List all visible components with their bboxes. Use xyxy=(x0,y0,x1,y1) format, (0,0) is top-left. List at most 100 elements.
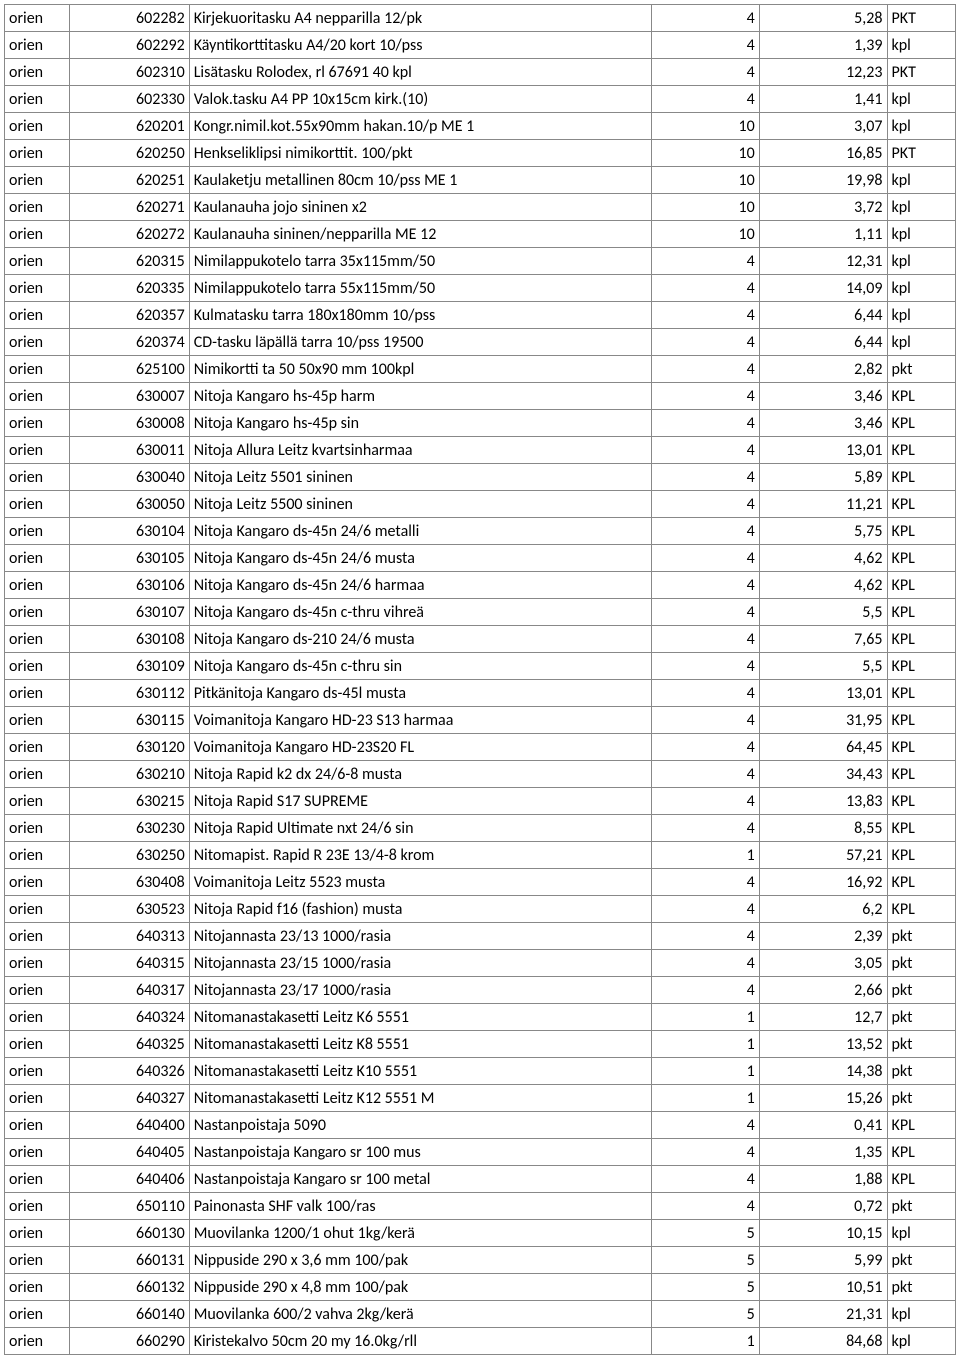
code-cell: 640405 xyxy=(69,1139,189,1166)
unit-cell: kpl xyxy=(887,221,956,248)
code-cell: 630104 xyxy=(69,518,189,545)
table-row: orien640315Nitojannasta 23/15 1000/rasia… xyxy=(5,950,956,977)
code-cell: 630007 xyxy=(69,383,189,410)
unit-cell: kpl xyxy=(887,248,956,275)
table-row: orien640324Nitomanastakasetti Leitz K6 5… xyxy=(5,1004,956,1031)
category-cell: orien xyxy=(5,572,70,599)
code-cell: 640317 xyxy=(69,977,189,1004)
qty-cell: 10 xyxy=(652,167,760,194)
category-cell: orien xyxy=(5,950,70,977)
table-row: orien602310Lisätasku Rolodex, rl 67691 4… xyxy=(5,59,956,86)
unit-cell: KPL xyxy=(887,815,956,842)
category-cell: orien xyxy=(5,5,70,32)
table-row: orien630040Nitoja Leitz 5501 sininen45,8… xyxy=(5,464,956,491)
code-cell: 640327 xyxy=(69,1085,189,1112)
unit-cell: KPL xyxy=(887,869,956,896)
table-row: orien630050Nitoja Leitz 5500 sininen411,… xyxy=(5,491,956,518)
price-cell: 5,28 xyxy=(759,5,887,32)
price-cell: 12,31 xyxy=(759,248,887,275)
table-row: orien660132Nippuside 290 x 4,8 mm 100/pa… xyxy=(5,1274,956,1301)
qty-cell: 4 xyxy=(652,518,760,545)
table-row: orien630007Nitoja Kangaro hs-45p harm43,… xyxy=(5,383,956,410)
category-cell: orien xyxy=(5,815,70,842)
unit-cell: KPL xyxy=(887,410,956,437)
category-cell: orien xyxy=(5,761,70,788)
qty-cell: 4 xyxy=(652,626,760,653)
product-table: orien602282Kirjekuoritasku A4 nepparilla… xyxy=(4,4,956,1355)
table-row: orien640313Nitojannasta 23/13 1000/rasia… xyxy=(5,923,956,950)
description-cell: Nimilappukotelo tarra 35x115mm/50 xyxy=(189,248,651,275)
qty-cell: 4 xyxy=(652,680,760,707)
qty-cell: 4 xyxy=(652,923,760,950)
table-row: orien630108Nitoja Kangaro ds-210 24/6 mu… xyxy=(5,626,956,653)
table-row: orien625100Nimikortti ta 50 50x90 mm 100… xyxy=(5,356,956,383)
price-cell: 0,72 xyxy=(759,1193,887,1220)
price-cell: 21,31 xyxy=(759,1301,887,1328)
code-cell: 630250 xyxy=(69,842,189,869)
unit-cell: KPL xyxy=(887,383,956,410)
unit-cell: KPL xyxy=(887,788,956,815)
category-cell: orien xyxy=(5,1193,70,1220)
category-cell: orien xyxy=(5,1139,70,1166)
description-cell: Nitojannasta 23/17 1000/rasia xyxy=(189,977,651,1004)
table-row: orien630523Nitoja Rapid f16 (fashion) mu… xyxy=(5,896,956,923)
description-cell: Nitoja Kangaro hs-45p sin xyxy=(189,410,651,437)
category-cell: orien xyxy=(5,302,70,329)
code-cell: 630108 xyxy=(69,626,189,653)
unit-cell: kpl xyxy=(887,275,956,302)
unit-cell: pkt xyxy=(887,356,956,383)
category-cell: orien xyxy=(5,1220,70,1247)
unit-cell: KPL xyxy=(887,464,956,491)
unit-cell: pkt xyxy=(887,1058,956,1085)
unit-cell: pkt xyxy=(887,950,956,977)
unit-cell: KPL xyxy=(887,734,956,761)
table-row: orien660131Nippuside 290 x 3,6 mm 100/pa… xyxy=(5,1247,956,1274)
category-cell: orien xyxy=(5,113,70,140)
price-cell: 16,85 xyxy=(759,140,887,167)
description-cell: Nitomanastakasetti Leitz K12 5551 M xyxy=(189,1085,651,1112)
table-row: orien620251Kaulaketju metallinen 80cm 10… xyxy=(5,167,956,194)
unit-cell: pkt xyxy=(887,1193,956,1220)
unit-cell: KPL xyxy=(887,1139,956,1166)
unit-cell: KPL xyxy=(887,707,956,734)
qty-cell: 5 xyxy=(652,1220,760,1247)
qty-cell: 4 xyxy=(652,545,760,572)
code-cell: 602282 xyxy=(69,5,189,32)
description-cell: Nitomanastakasetti Leitz K10 5551 xyxy=(189,1058,651,1085)
category-cell: orien xyxy=(5,194,70,221)
code-cell: 640324 xyxy=(69,1004,189,1031)
code-cell: 630215 xyxy=(69,788,189,815)
code-cell: 640406 xyxy=(69,1166,189,1193)
code-cell: 630050 xyxy=(69,491,189,518)
qty-cell: 4 xyxy=(652,248,760,275)
table-row: orien630215Nitoja Rapid S17 SUPREME413,8… xyxy=(5,788,956,815)
category-cell: orien xyxy=(5,1085,70,1112)
code-cell: 640326 xyxy=(69,1058,189,1085)
description-cell: Muovilanka 600/2 vahva 2kg/kerä xyxy=(189,1301,651,1328)
qty-cell: 5 xyxy=(652,1247,760,1274)
description-cell: Nastanpoistaja Kangaro sr 100 metal xyxy=(189,1166,651,1193)
description-cell: Kaulanauha sininen/nepparilla ME 12 xyxy=(189,221,651,248)
qty-cell: 10 xyxy=(652,113,760,140)
code-cell: 620201 xyxy=(69,113,189,140)
unit-cell: KPL xyxy=(887,761,956,788)
price-cell: 11,21 xyxy=(759,491,887,518)
unit-cell: kpl xyxy=(887,302,956,329)
description-cell: Nimikortti ta 50 50x90 mm 100kpl xyxy=(189,356,651,383)
price-cell: 10,51 xyxy=(759,1274,887,1301)
unit-cell: KPL xyxy=(887,437,956,464)
table-row: orien620272Kaulanauha sininen/nepparilla… xyxy=(5,221,956,248)
description-cell: Nitoja Kangaro hs-45p harm xyxy=(189,383,651,410)
qty-cell: 4 xyxy=(652,356,760,383)
price-cell: 3,07 xyxy=(759,113,887,140)
qty-cell: 4 xyxy=(652,761,760,788)
price-cell: 6,44 xyxy=(759,302,887,329)
qty-cell: 4 xyxy=(652,977,760,1004)
description-cell: Nitojannasta 23/13 1000/rasia xyxy=(189,923,651,950)
table-row: orien640326Nitomanastakasetti Leitz K10 … xyxy=(5,1058,956,1085)
description-cell: Kaulanauha jojo sininen x2 xyxy=(189,194,651,221)
category-cell: orien xyxy=(5,1112,70,1139)
category-cell: orien xyxy=(5,410,70,437)
description-cell: Kaulaketju metallinen 80cm 10/pss ME 1 xyxy=(189,167,651,194)
unit-cell: kpl xyxy=(887,113,956,140)
